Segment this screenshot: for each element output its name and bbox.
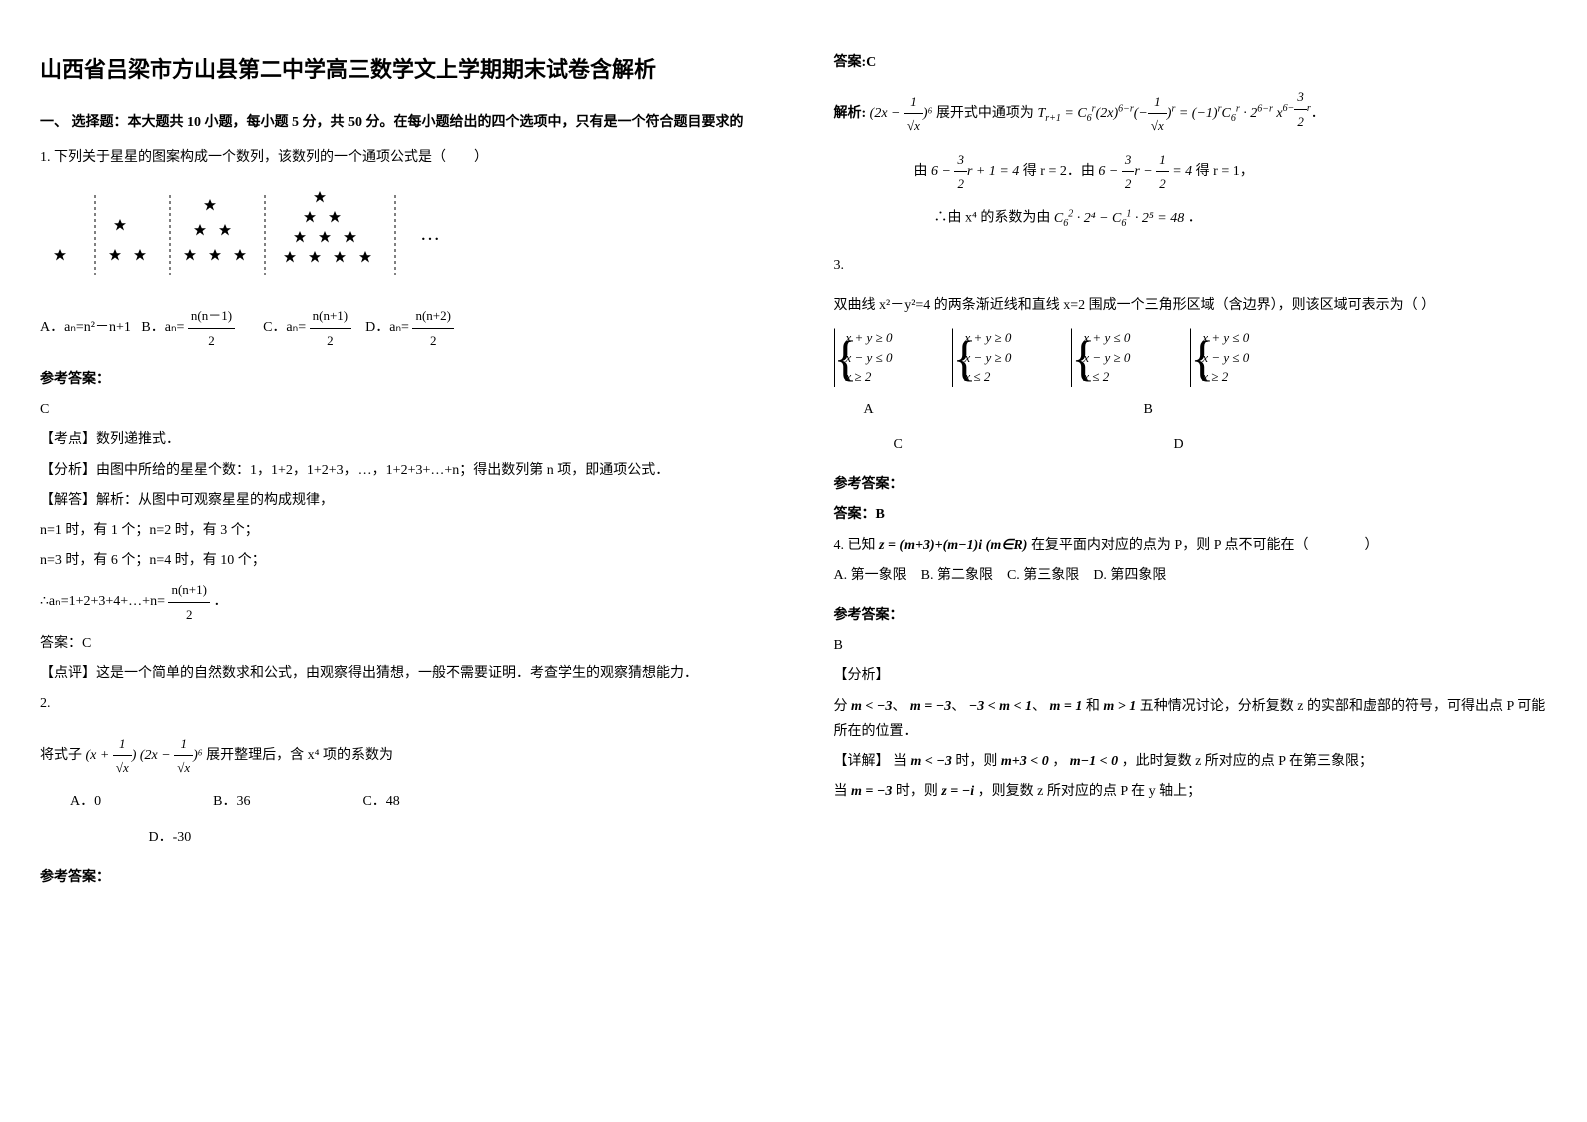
q1-comment: 【点评】这是一个简单的自然数求和公式，由观察得出猜想，一般不需要证明．考查学生的… <box>40 661 754 686</box>
q4-detail2: 当 m = −3 时，则 z = −i ，则复数 z 所对应的点 P 在 y 轴… <box>834 779 1548 804</box>
q3-text: 双曲线 x²－y²=4 的两条渐近线和直线 x=2 围成一个三角形区域（含边界）… <box>834 293 1548 318</box>
q1-optC-pre: C．aₙ= <box>263 320 306 335</box>
q2-answer: 答案:C <box>834 50 1548 75</box>
q2-optD-row: D．-30 <box>40 825 754 850</box>
q3-answer: 答案：B <box>834 502 1548 527</box>
q1-analysis: 【分析】由图中所给的星星个数：1，1+2，1+2+3，…，1+2+3+…+n；得… <box>40 458 754 483</box>
q1-optD-pre: D．aₙ= <box>365 320 409 335</box>
q3-optA-sys: { x + y ≥ 0 x − y ≤ 0 x ≥ 2 <box>834 328 893 387</box>
q3-labels-row2: C D <box>834 432 1548 457</box>
q3-labels-row1: A B <box>834 397 1548 422</box>
q1-solve1: 【解答】解析：从图中可观察星星的构成规律， <box>40 488 754 513</box>
q2-text: 将式子 (x + 1√x) (2x − 1√x)⁶ 展开整理后，含 x⁴ 项的系… <box>40 732 754 780</box>
q4-analysis-label: 【分析】 <box>834 663 1548 688</box>
q2-optC: C．48 <box>362 794 399 809</box>
section-header: 一、 选择题：本大题共 10 小题，每小题 5 分，共 50 分。在每小题给出的… <box>40 110 754 135</box>
q1-solve2: n=1 时，有 1 个；n=2 时，有 3 个； <box>40 518 754 543</box>
q4-detail1: 【详解】 当 m < −3 时，则 m+3 < 0 ， m−1 < 0 ，此时复… <box>834 749 1548 774</box>
exam-title: 山西省吕梁市方山县第二中学高三数学文上学期期末试卷含解析 <box>40 50 754 90</box>
q1-optA: A．aₙ=n²－n+1 <box>40 320 131 335</box>
q1-options: A．aₙ=n²－n+1 B．aₙ= n(n－1)2 C．aₙ= n(n+1)2 … <box>40 304 754 352</box>
q4-ref: 参考答案： <box>834 603 1548 628</box>
q1-solve3: n=3 时，有 6 个；n=4 时，有 10 个； <box>40 548 754 573</box>
q2-formula: (x + 1√x) (2x − 1√x)⁶ <box>86 748 203 763</box>
q3-options: { x + y ≥ 0 x − y ≤ 0 x ≥ 2 { x + y ≥ 0 … <box>834 328 1548 387</box>
left-column: 山西省吕梁市方山县第二中学高三数学文上学期期末试卷含解析 一、 选择题：本大题共… <box>0 0 794 1122</box>
q3-optD-sys: { x + y ≤ 0 x − y ≤ 0 x ≥ 2 <box>1190 328 1249 387</box>
q1-point: 【考点】数列递推式． <box>40 427 754 452</box>
q4-options: A. 第一象限 B. 第二象限 C. 第三象限 D. 第四象限 <box>834 563 1548 588</box>
q2-optD: D．-30 <box>149 830 192 845</box>
q1-optC-frac: n(n+1)2 <box>310 304 352 352</box>
q1-optB-frac: n(n－1)2 <box>188 304 235 352</box>
q1-solve4: ∴aₙ=1+2+3+4+…+n= n(n+1)2 ． <box>40 578 754 626</box>
question-2: 2. <box>40 691 754 716</box>
q4-answer: B <box>834 633 1548 658</box>
right-column: 答案:C 解析: (2x − 1√x)⁶ 展开式中通项为 Tr+1 = C6r(… <box>794 0 1587 1122</box>
q1-answer: C <box>40 397 754 422</box>
star-diagram: … <box>40 185 540 285</box>
q2-ref: 参考答案： <box>40 865 754 890</box>
q2-options: A．0 B．36 C．48 <box>40 789 754 814</box>
q2-line1: 由 6 − 32r + 1 = 4 得 r = 2．由 6 − 32r − 12… <box>914 148 1548 196</box>
question-3: 3. <box>834 253 1548 278</box>
q2-analysis: 解析: (2x − 1√x)⁶ 展开式中通项为 Tr+1 = C6r(2x)6−… <box>834 85 1548 138</box>
q2-optB: B．36 <box>213 794 250 809</box>
q2-optA: A．0 <box>70 794 101 809</box>
q1-optB-pre: B．aₙ= <box>141 320 184 335</box>
question-1: 1. 下列关于星星的图案构成一个数列，该数列的一个通项公式是（ ） <box>40 145 754 170</box>
q3-ref: 参考答案： <box>834 472 1548 497</box>
q2-line2: ∴由 x⁴ 的系数为由 C62 · 2⁴ − C61 · 2⁵ = 48 ． <box>934 205 1548 232</box>
ref-answer-label: 参考答案： <box>40 367 754 392</box>
q4-analysis: 分 m < −3、 m = −3、 −3 < m < 1、 m = 1 和 m … <box>834 694 1548 744</box>
q3-optB-sys: { x + y ≥ 0 x − y ≥ 0 x ≤ 2 <box>952 328 1011 387</box>
svg-text:…: … <box>420 223 440 245</box>
question-4: 4. 已知 z = (m+3)+(m−1)i (m∈R) 在复平面内对应的点为 … <box>834 533 1548 558</box>
q3-optC-sys: { x + y ≤ 0 x − y ≥ 0 x ≤ 2 <box>1071 328 1130 387</box>
q1-answer2: 答案：C <box>40 631 754 656</box>
q1-optD-frac: n(n+2)2 <box>412 304 454 352</box>
